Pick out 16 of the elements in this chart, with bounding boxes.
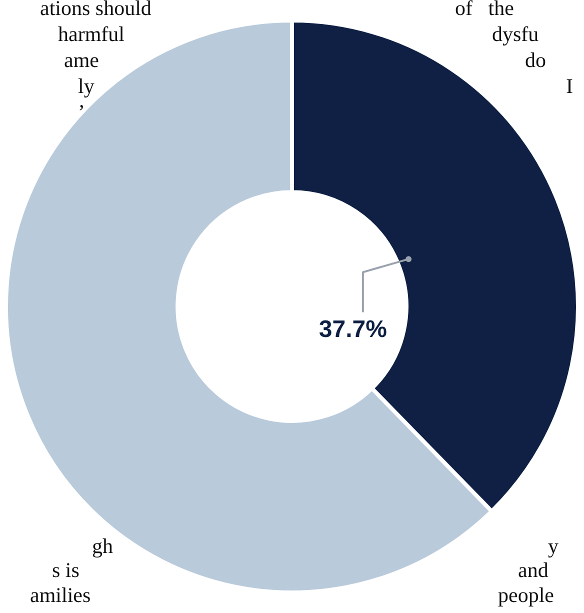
text: ame (64, 48, 99, 72)
text: do (525, 48, 546, 72)
text: of the (455, 0, 514, 20)
text: people (498, 583, 554, 607)
text: I (566, 74, 573, 98)
data-label: 37.7% (318, 316, 387, 343)
text: harmful (58, 22, 124, 46)
text: ations should (40, 0, 152, 20)
text: and (518, 558, 548, 582)
text: dysfu (492, 22, 539, 46)
text: ly (78, 74, 94, 98)
text: s is (52, 558, 80, 582)
text: gh (92, 534, 113, 558)
text: ’ (78, 100, 85, 124)
text: amilies (30, 583, 91, 607)
text: y (548, 534, 558, 558)
